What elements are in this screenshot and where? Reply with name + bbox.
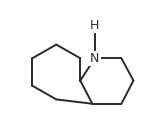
Text: H: H [90, 19, 100, 32]
Text: N: N [90, 52, 100, 65]
